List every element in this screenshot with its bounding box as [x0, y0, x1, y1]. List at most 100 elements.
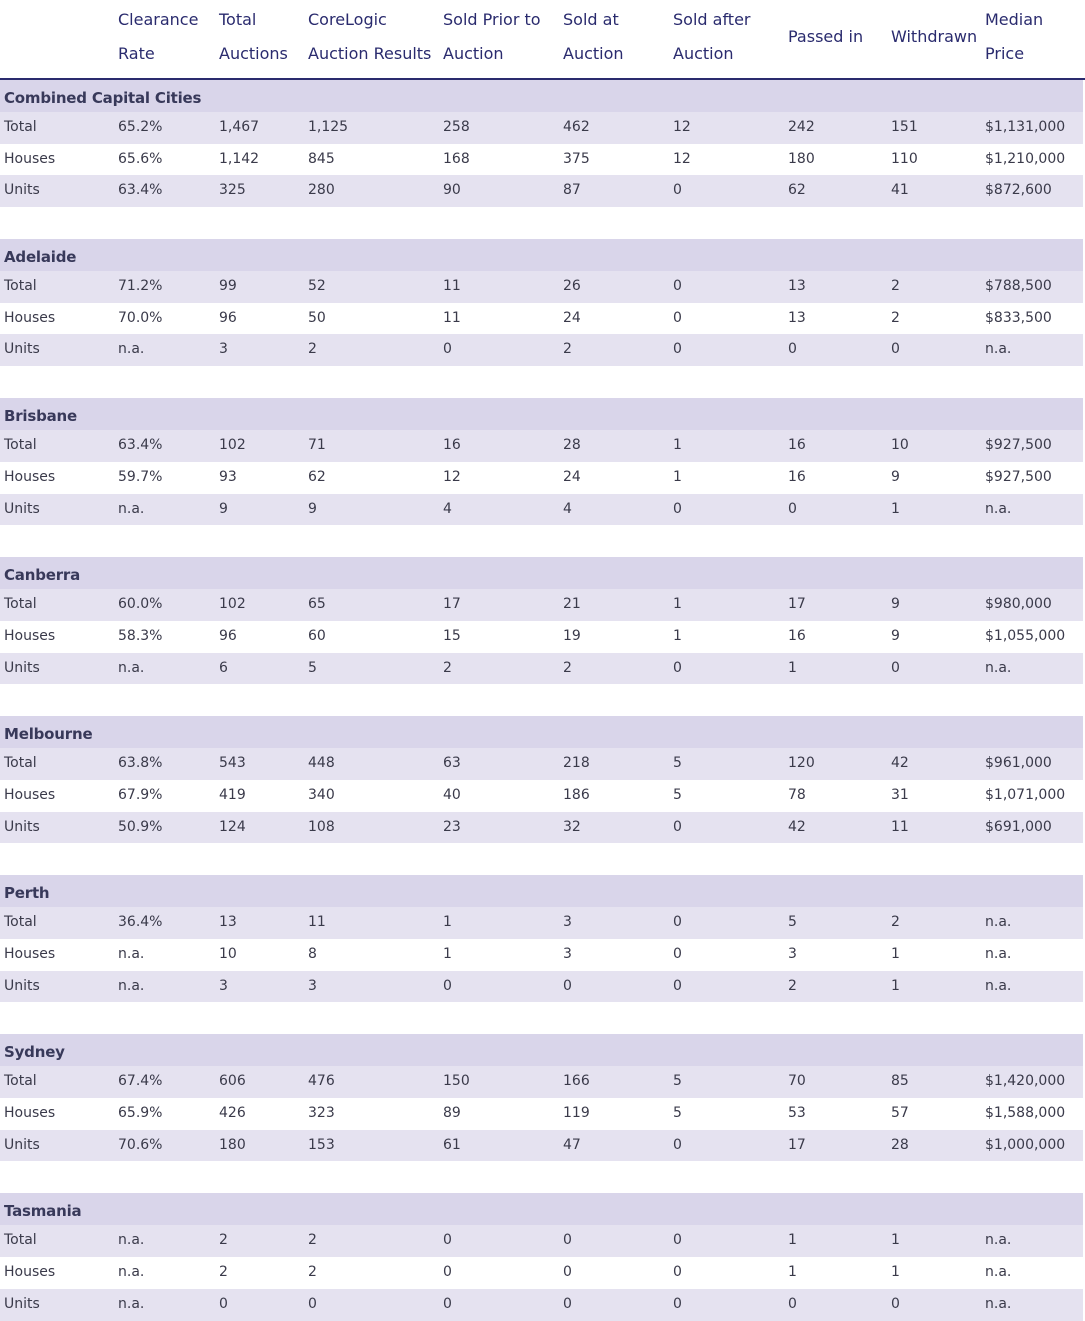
- table-row: Units n.a. 9 9 4 4 0 0 1 n.a.: [0, 493, 1083, 526]
- table-cell: n.a.: [118, 977, 145, 994]
- table-cell: 2: [788, 977, 797, 994]
- table-cell: 67.9%: [118, 786, 163, 803]
- table-row: Total 65.2% 1,467 1,125 258 462 12 242 151 $1,131…: [0, 112, 1083, 144]
- section-title-row: Canberra: [0, 557, 1083, 590]
- table-cell: 11: [443, 309, 461, 326]
- table-cell: 3: [788, 946, 797, 962]
- table-cell: 1: [443, 914, 452, 931]
- table-cell: 89: [443, 1105, 461, 1122]
- table-cell: $1,420,000: [985, 1073, 1066, 1090]
- table-cell: 1: [891, 946, 900, 962]
- table-cell: n.a.: [985, 977, 1012, 994]
- table-cell: 90: [443, 182, 461, 199]
- table-cell: 87: [563, 182, 581, 199]
- table-cell: 258: [443, 119, 470, 135]
- table-cell: $1,210,000: [985, 150, 1066, 167]
- table-cell: 1: [891, 500, 900, 517]
- table-cell: 0: [673, 1264, 682, 1281]
- table-cell: 1: [788, 659, 797, 676]
- row-label: Total: [4, 437, 37, 454]
- table-cell: 13: [788, 309, 806, 326]
- table-cell: 63.8%: [118, 755, 163, 772]
- table-cell: 0: [891, 1295, 900, 1312]
- table-cell: 42: [891, 755, 909, 772]
- table-cell: 2: [308, 1232, 317, 1249]
- table-cell: 12: [673, 150, 691, 167]
- table-cell: 0: [673, 659, 682, 676]
- table-cell: 0: [443, 1295, 452, 1312]
- table-cell: 0: [788, 341, 797, 358]
- row-label: Units: [4, 977, 40, 994]
- table-cell: 1,125: [308, 119, 349, 135]
- table-row: Total 71.2% 99 52 11 26 0 13 2 $788,500: [0, 271, 1083, 303]
- table-cell: 0: [673, 818, 682, 835]
- table-cell: 5: [673, 786, 682, 803]
- table-cell: 108: [308, 818, 335, 835]
- table-cell: 1: [443, 946, 452, 962]
- table-cell: 78: [788, 786, 806, 803]
- section-spacer: [0, 684, 1083, 716]
- table-cell: 2: [308, 341, 317, 358]
- table-cell: 120: [788, 755, 815, 772]
- table-cell: 476: [308, 1073, 335, 1090]
- table-cell: 3: [563, 914, 572, 931]
- table-cell: 150: [443, 1073, 470, 1090]
- row-label: Total: [4, 278, 37, 295]
- table-cell: 0: [673, 1232, 682, 1249]
- row-label: Units: [4, 659, 40, 676]
- table-cell: 3: [219, 341, 228, 358]
- table-cell: 67.4%: [118, 1073, 163, 1090]
- section-title-row: Tasmania: [0, 1193, 1083, 1226]
- row-label: Houses: [4, 1264, 56, 1281]
- table-cell: 63.4%: [118, 182, 163, 199]
- table-row: Total 36.4% 13 11 1 3 0 5 2 n.a.: [0, 907, 1083, 939]
- city-section: Adelaide Total 71.2% 99 52 11 26 0 13 2 $788,500 Ho…: [0, 239, 1083, 367]
- table-cell: 32: [563, 818, 581, 835]
- table-cell: 24: [563, 309, 581, 326]
- table-row: Houses 58.3% 96 60 15 19 1 16 9 $1,055,000: [0, 621, 1083, 653]
- table-row: Houses 65.6% 1,142 845 168 375 12 180 110 $1,210,…: [0, 144, 1083, 176]
- city-section: Melbourne Total 63.8% 543 448 63 218 5 120 42 $961…: [0, 716, 1083, 844]
- table-cell: 65.6%: [118, 150, 163, 167]
- table-cell: 5: [308, 659, 317, 676]
- table-cell: 606: [219, 1073, 246, 1090]
- table-cell: 31: [891, 786, 909, 803]
- table-cell: 70: [788, 1073, 806, 1090]
- table-cell: 0: [443, 1264, 452, 1281]
- table-cell: 4: [563, 500, 572, 517]
- section-spacer: [0, 207, 1083, 239]
- table-cell: $927,500: [985, 468, 1052, 485]
- table-cell: $1,588,000: [985, 1105, 1066, 1122]
- table-cell: 5: [673, 755, 682, 772]
- table-cell: 62: [788, 182, 806, 199]
- table-row: Units 70.6% 180 153 61 47 0 17 28 $1,000,000: [0, 1129, 1083, 1162]
- row-label: Total: [4, 1073, 37, 1090]
- table-cell: 9: [891, 627, 900, 644]
- table-cell: $872,600: [985, 182, 1052, 199]
- table-row: Houses 59.7% 93 62 12 24 1 16 9 $927,500: [0, 462, 1083, 494]
- city-section: Sydney Total 67.4% 606 476 150 166 5 70 85 $1,420,…: [0, 1034, 1083, 1162]
- table-cell: 70.6%: [118, 1136, 163, 1153]
- row-label: Houses: [4, 309, 56, 326]
- table-cell: 10: [219, 946, 237, 962]
- table-cell: 0: [673, 278, 682, 295]
- table-cell: 151: [891, 119, 918, 135]
- table-cell: $1,000,000: [985, 1136, 1066, 1153]
- table-cell: 0: [891, 341, 900, 358]
- table-cell: 426: [219, 1105, 246, 1122]
- section-title: Melbourne: [4, 725, 93, 744]
- table-cell: 5: [673, 1073, 682, 1090]
- row-label: Units: [4, 1136, 40, 1153]
- table-cell: n.a.: [118, 1232, 145, 1249]
- table-cell: 1: [673, 468, 682, 485]
- table-cell: 9: [891, 596, 900, 613]
- section-title-row: Melbourne: [0, 716, 1083, 749]
- table-cell: 17: [788, 596, 806, 613]
- table-cell: n.a.: [118, 500, 145, 517]
- table-cell: 462: [563, 119, 590, 135]
- table-cell: 2: [563, 659, 572, 676]
- table-cell: 0: [308, 1295, 317, 1312]
- table-cell: 375: [563, 150, 590, 167]
- table-header: Clearance Rate Total Auctions CoreLogic Aucti…: [0, 0, 1085, 80]
